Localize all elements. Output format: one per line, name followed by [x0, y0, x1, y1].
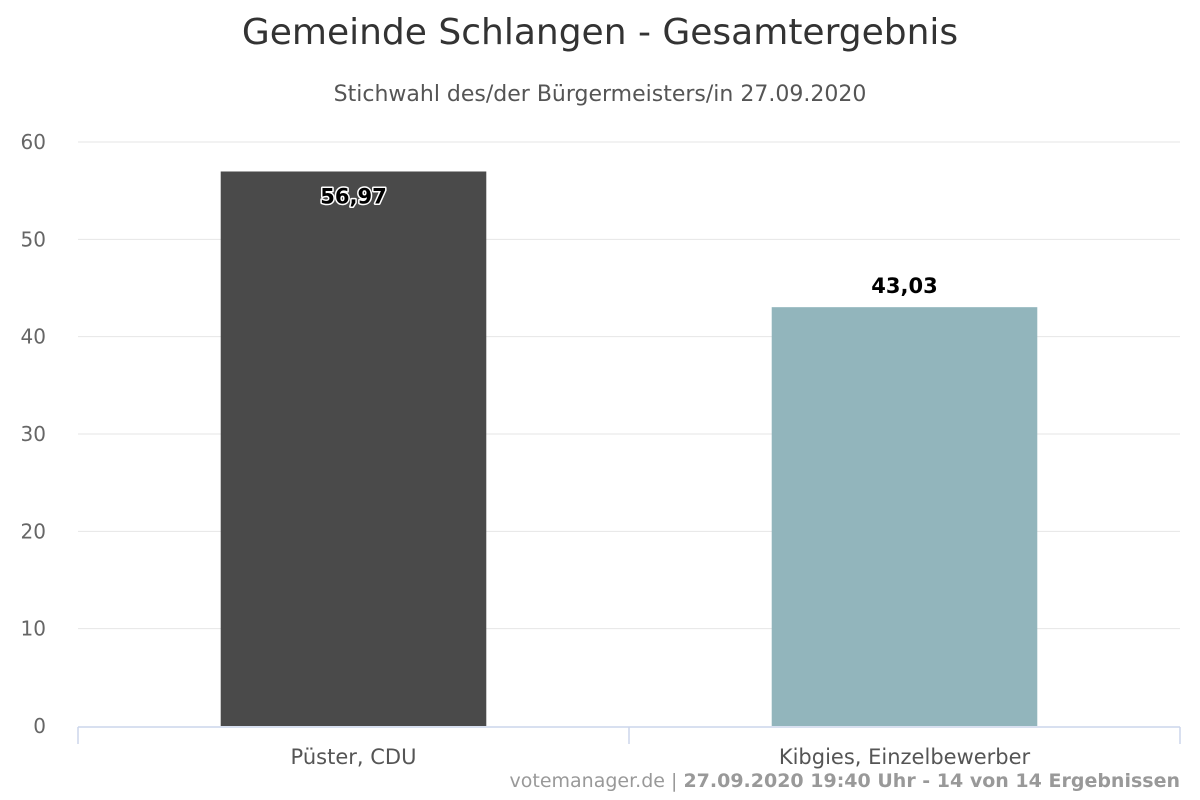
y-tick-label: 20: [21, 519, 46, 543]
chart-subtitle: Stichwahl des/der Bürgermeisters/in 27.0…: [333, 82, 867, 107]
y-tick-label: 0: [33, 714, 46, 738]
x-tick-label: Püster, CDU: [291, 745, 417, 769]
data-label: 43,03: [871, 274, 937, 298]
footer-status: 27.09.2020 19:40 Uhr - 14 von 14 Ergebni…: [683, 770, 1180, 792]
footer-source: votemanager.de: [509, 770, 665, 792]
y-tick-label: 50: [21, 227, 46, 251]
y-tick-label: 40: [21, 325, 46, 349]
y-tick-label: 10: [21, 617, 46, 641]
y-tick-label: 30: [21, 422, 46, 446]
y-tick-label: 60: [21, 130, 46, 154]
data-label: 56,97: [320, 184, 386, 208]
footer-credit: votemanager.de | 27.09.2020 19:40 Uhr - …: [510, 770, 1180, 792]
footer-separator: |: [664, 770, 684, 792]
chart-title: Gemeinde Schlangen - Gesamtergebnis: [241, 12, 959, 53]
bar: [771, 307, 1038, 726]
bar: [220, 171, 487, 726]
x-tick-label: Kibgies, Einzelbewerber: [779, 745, 1031, 769]
